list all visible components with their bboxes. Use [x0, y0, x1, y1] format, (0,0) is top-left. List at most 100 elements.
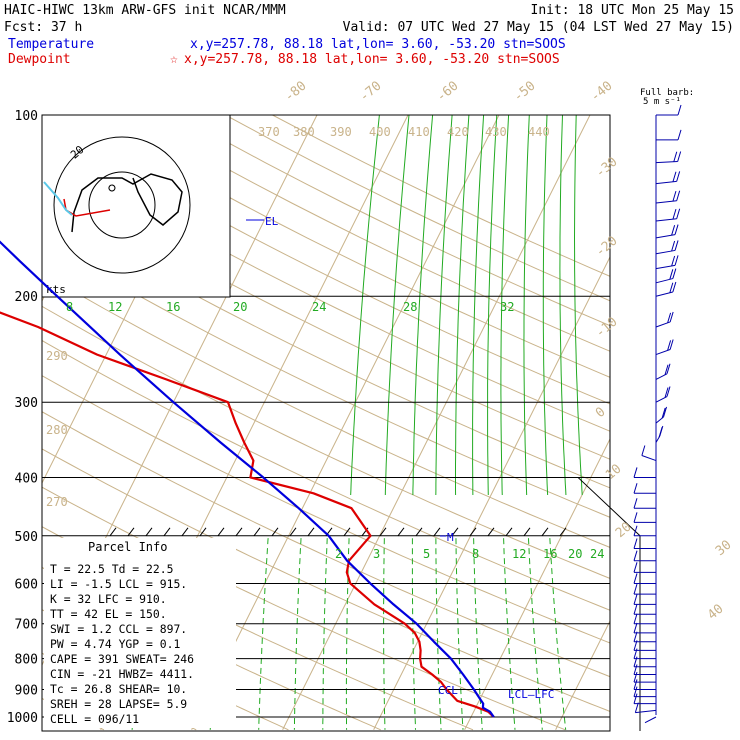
wind-barb: [633, 483, 656, 494]
wind-barb-flag: [633, 583, 638, 595]
hatch-mark: [271, 527, 279, 537]
mixing-ratio-dashed-line: [383, 536, 386, 730]
el-marker: EL: [265, 215, 279, 228]
header-valid-time: Valid: 07 UTC Wed 27 May 15 (04 LST Wed …: [343, 20, 734, 35]
wind-barb: [655, 386, 671, 403]
hatch-mark: [505, 527, 513, 537]
mixing-ratio-lower: [549, 536, 567, 730]
dewpoint-location-info: x,y=257.78, 88.18 lat,lon= 3.60, -53.20 …: [184, 52, 560, 67]
wind-barb: [655, 339, 674, 356]
wind-barb: [655, 425, 664, 443]
hatch-mark: [199, 527, 207, 537]
wind-barb-staff: [655, 218, 677, 222]
hodograph-frame: [41, 114, 231, 298]
mixing-ratio-lower: [322, 536, 328, 730]
hatch-mark: [469, 527, 477, 537]
mixing-ratio-dashed-line: [503, 536, 516, 730]
wind-barb-flag: [677, 129, 682, 141]
header-model-line: HAIC-HIWC 13km ARW-GFS init NCAR/MMM: [4, 3, 286, 18]
wind-barb-staff: [655, 200, 677, 204]
parcel-info-title: Parcel Info: [88, 540, 167, 554]
mixing-ratio-label: 16: [166, 300, 180, 314]
lcl-lfc-marker: LCL—LFC: [508, 688, 554, 701]
wind-barb: [633, 538, 656, 550]
hatch-mark: [163, 527, 171, 537]
mixing-ratio-low-label: 12: [512, 547, 526, 561]
wind-barb: [655, 268, 677, 284]
wind-barb-flag: [663, 406, 668, 418]
wind-barb-flag: [673, 151, 678, 162]
mixing-ratio-lower: [345, 536, 350, 730]
pressure-tick-label: 700: [15, 618, 38, 633]
hodograph-inner-ring: [88, 171, 156, 239]
wind-barb-flag: [633, 467, 638, 478]
dry-adiabat: [272, 115, 610, 277]
mixing-ratio-dashed-line: [473, 536, 483, 730]
theta-label: 400: [369, 125, 391, 139]
mixing-ratio-line: [573, 115, 583, 495]
theta-low-label: 270: [46, 495, 68, 509]
top-isotherm-label: -60: [434, 78, 462, 105]
dewpoint-star-icon: ☆: [170, 52, 178, 67]
dry-adiabat: [42, 208, 610, 489]
wind-barb-flag: [633, 671, 638, 683]
wind-barb: [634, 702, 657, 714]
wind-barb-staff: [655, 264, 676, 270]
mixing-ratio-upper: [487, 115, 498, 495]
hatch-mark: [289, 527, 297, 537]
hatch-mark: [559, 527, 567, 537]
wind-barb: [655, 171, 681, 185]
mixing-ratio-line: [559, 115, 567, 495]
hatch-mark: [541, 527, 549, 537]
wind-barb: [655, 311, 674, 328]
wind-barb: [633, 550, 656, 562]
pressure-tick-label: 800: [15, 653, 38, 668]
mixing-ratio-low-label: 24: [590, 547, 604, 561]
mixing-ratio-dashed-line: [435, 536, 442, 730]
hatch-mark: [379, 527, 387, 537]
wind-barb: [633, 613, 656, 625]
pressure-tick-label: 500: [15, 530, 38, 545]
wind-barb-flag: [666, 386, 671, 397]
dry-adiabat: [42, 117, 610, 405]
wind-barb: [655, 190, 681, 204]
wind-barb: [655, 224, 679, 239]
wind-barb-flag: [633, 686, 638, 697]
wind-barb: [655, 281, 677, 297]
mixing-ratio-line: [412, 115, 434, 495]
pressure-tick-label: 200: [15, 290, 38, 305]
mixing-ratio-dashed-line: [527, 536, 543, 730]
theta-label: 440: [528, 125, 550, 139]
m-marker: M: [447, 531, 454, 544]
wind-barb-flag: [633, 538, 638, 549]
wind-barb-flag: [633, 604, 638, 615]
parcel-row: CELL = 096/11: [50, 712, 139, 726]
pressure-tick-label: 1000: [7, 711, 38, 726]
mixing-ratio-upper: [412, 115, 434, 495]
mixing-ratio-lower: [258, 536, 269, 730]
dry-adiabat: [42, 339, 610, 611]
mixing-ratio-low-label: 8: [472, 547, 479, 561]
mixing-ratio-dashed-line: [293, 536, 302, 730]
hatch-mark: [451, 527, 459, 537]
wind-barb-flag: [634, 702, 639, 713]
parcel-row: CIN = -21 HWBZ= 4411.: [50, 667, 194, 681]
mixing-ratio-label: 32: [500, 300, 514, 314]
parcel-row: SREH = 28 LAPSE= 5.9: [50, 697, 187, 711]
mixing-ratio-lower: [455, 536, 464, 730]
dry-adiabat: [42, 239, 610, 518]
hodograph-kts-label: kts: [46, 283, 66, 296]
wind-barb-staff: [635, 709, 657, 714]
pressure-tick-label: 300: [15, 396, 38, 411]
wind-barb-flag: [661, 407, 666, 419]
theta-label: 390: [330, 125, 352, 139]
temperature-location-info: x,y=257.78, 88.18 lat,lon= 3.60, -53.20 …: [190, 37, 566, 52]
mixing-ratio-label: 20: [233, 300, 247, 314]
wind-barb-flag: [674, 255, 679, 266]
mixing-ratio-low-label: 20: [568, 547, 582, 561]
hodograph-storm-marker: [108, 184, 116, 192]
wind-barb-staff: [641, 455, 657, 462]
wind-barb: [633, 525, 656, 537]
wind-barb: [633, 562, 656, 573]
wind-barb: [633, 583, 656, 595]
